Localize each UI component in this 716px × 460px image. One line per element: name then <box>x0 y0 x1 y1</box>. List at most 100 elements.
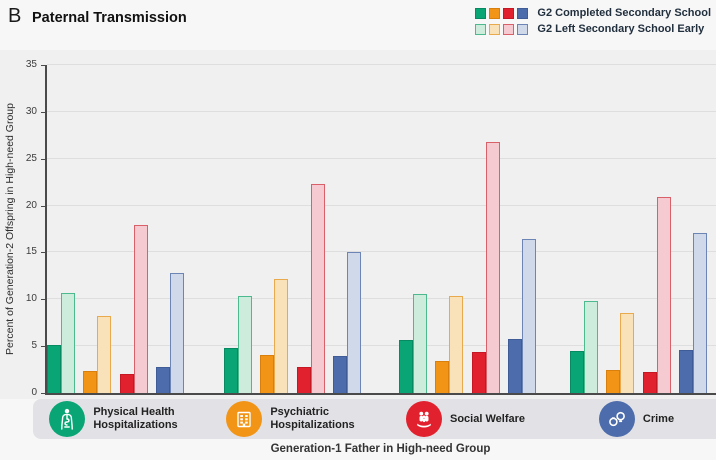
bar-green-solid <box>399 339 413 393</box>
category-item-4: Crime <box>568 399 705 439</box>
category-label: Psychiatric Hospitalizations <box>270 406 355 431</box>
y-tick-mark <box>41 158 45 160</box>
bar-pair-orange <box>435 296 464 393</box>
y-tick-label: 30 <box>25 105 37 117</box>
category-label: Social Welfare <box>450 412 525 425</box>
category-label: Crime <box>642 412 675 425</box>
bar-red-light <box>485 141 500 393</box>
legend-swatch-green-solid <box>475 7 487 19</box>
bar-group-2 <box>224 65 361 393</box>
bar-green-solid <box>570 350 584 393</box>
bar-pair-blue <box>678 232 707 393</box>
bar-green-solid <box>47 345 61 393</box>
y-tick-mark <box>41 346 45 348</box>
bar-red-solid <box>642 372 657 393</box>
bar-blue-solid <box>155 366 170 393</box>
bar-orange-solid <box>260 354 275 393</box>
bar-group-1 <box>47 65 184 393</box>
bar-pair-blue <box>155 273 184 393</box>
bar-red-solid <box>471 351 486 393</box>
y-tick-label: 15 <box>25 246 37 258</box>
y-tick-label: 5 <box>31 340 37 352</box>
gridline <box>47 345 716 347</box>
gridline <box>47 64 716 65</box>
gridline <box>47 157 716 159</box>
y-tick-label: 10 <box>25 293 37 305</box>
category-item-2: Psychiatric Hospitalizations <box>222 399 359 439</box>
bar-red-light <box>656 197 671 393</box>
bar-group-4 <box>570 65 707 393</box>
y-tick-label: 0 <box>31 387 37 398</box>
bar-blue-light <box>692 232 707 393</box>
y-tick-mark <box>41 205 45 207</box>
bar-pair-orange <box>83 316 112 393</box>
bar-pair-red <box>296 184 325 393</box>
gridline <box>47 298 716 300</box>
category-band: Physical Health Hospitalizations Psychiatr… <box>33 399 716 439</box>
bar-orange-solid <box>435 361 450 393</box>
bar-blue-solid <box>507 338 522 393</box>
gridline <box>47 110 716 112</box>
bar-blue-light <box>521 239 536 393</box>
psychiatric-hospital-icon <box>226 401 263 437</box>
bar-red-light <box>310 184 325 393</box>
legend-swatch-green-light <box>475 23 487 35</box>
bar-pair-red <box>471 141 500 393</box>
bar-pair-green <box>570 301 598 393</box>
bar-blue-light <box>346 252 361 393</box>
bar-group-3 <box>399 65 536 393</box>
legend-swatch-red-solid <box>503 7 515 19</box>
bar-green-light <box>413 293 427 393</box>
bar-orange-light <box>620 313 635 393</box>
bar-orange-light <box>97 316 112 393</box>
gridline <box>47 204 716 206</box>
y-tick-label: 25 <box>25 152 37 164</box>
bar-pair-green <box>399 293 427 393</box>
legend-swatch-orange-light <box>489 23 501 35</box>
bar-red-solid <box>119 374 134 393</box>
bar-pair-green <box>224 295 252 393</box>
plot-area <box>45 64 716 395</box>
legend-swatch-red-light <box>503 23 515 35</box>
bar-pair-orange <box>260 278 289 393</box>
bar-pair-green <box>47 292 75 393</box>
y-tick-mark <box>41 393 45 394</box>
y-tick-mark <box>41 252 45 254</box>
legend-row: G2 Completed Secondary School <box>475 7 711 19</box>
bar-red-light <box>133 225 148 393</box>
bar-pair-orange <box>606 313 635 393</box>
bar-orange-light <box>274 278 289 393</box>
y-tick-mark <box>41 111 45 113</box>
physical-health-icon <box>49 401 86 437</box>
category-item-3: Social Welfare <box>397 399 534 439</box>
bar-red-solid <box>296 366 311 393</box>
bar-green-light <box>238 295 252 393</box>
bar-orange-solid <box>83 370 98 393</box>
bar-pair-blue <box>332 252 361 393</box>
gridline <box>47 251 716 253</box>
panel-letter: B <box>8 5 22 27</box>
crime-handcuffs-icon <box>598 401 635 437</box>
bar-blue-light <box>169 273 184 393</box>
bar-pair-blue <box>507 239 536 393</box>
y-tick-label: 20 <box>25 199 37 211</box>
category-item-1: Physical Health Hospitalizations <box>45 399 182 439</box>
y-tick-mark <box>41 299 45 301</box>
legend-swatch-orange-solid <box>489 7 501 19</box>
bar-pair-red <box>119 225 148 393</box>
bar-orange-light <box>449 296 464 393</box>
legend-swatch-blue-light <box>517 23 529 35</box>
y-axis-title: Percent of Generation-2 Offspring in Hig… <box>4 103 16 355</box>
y-tick-mark <box>41 65 45 66</box>
bar-blue-solid <box>678 349 693 393</box>
legend: G2 Completed Secondary School G2 Left Sec… <box>475 7 711 35</box>
bar-green-solid <box>224 348 238 393</box>
legend-label: G2 Left Secondary School Early <box>537 23 705 35</box>
y-tick-label: 35 <box>25 59 37 70</box>
legend-row: G2 Left Secondary School Early <box>475 23 711 35</box>
legend-swatch-blue-solid <box>517 7 529 19</box>
legend-label: G2 Completed Secondary School <box>537 7 711 19</box>
chart-title: Paternal Transmission <box>32 10 187 26</box>
x-axis-title: Generation-1 Father in High-need Group <box>270 443 491 455</box>
